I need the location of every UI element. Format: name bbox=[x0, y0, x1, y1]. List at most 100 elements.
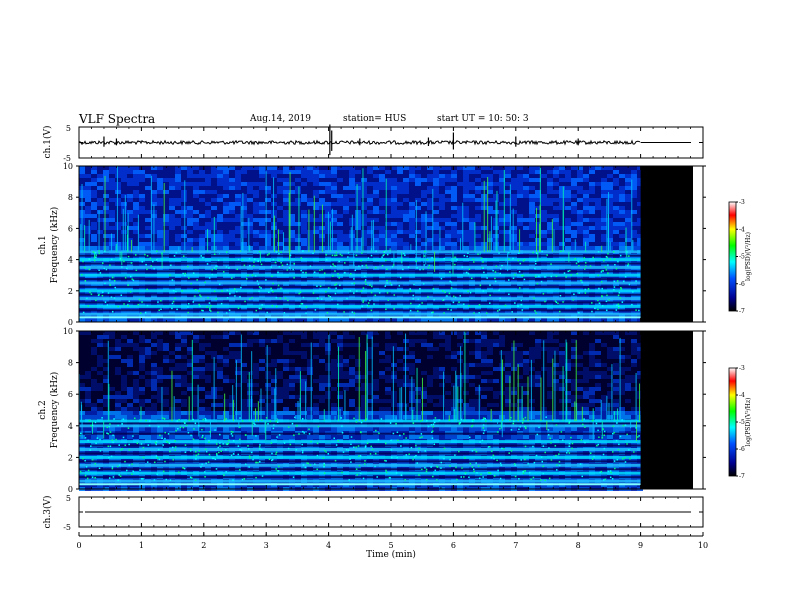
spectrogram-cell bbox=[547, 246, 553, 250]
spectrogram-cell bbox=[493, 194, 499, 198]
spectrogram-cell bbox=[463, 226, 469, 230]
noise-dot bbox=[312, 292, 315, 294]
spectrogram-cell bbox=[517, 214, 523, 218]
spectrogram-cell bbox=[451, 242, 457, 246]
spectrogram-cell bbox=[109, 286, 115, 290]
spectrogram-cell bbox=[319, 343, 325, 347]
spectrogram-cell bbox=[373, 238, 379, 242]
spectrogram-cell bbox=[571, 339, 577, 343]
spectrogram-cell bbox=[133, 206, 139, 210]
noise-dot bbox=[432, 288, 435, 290]
noise-dot bbox=[325, 258, 328, 261]
spectrogram-cell bbox=[433, 174, 439, 178]
spectrogram-cell bbox=[247, 166, 253, 170]
spectrogram-cell bbox=[355, 210, 361, 214]
spectrogram-cell bbox=[307, 186, 313, 190]
noise-dot bbox=[431, 257, 433, 259]
spectrogram-cell bbox=[559, 174, 565, 178]
spectrogram-cell bbox=[247, 234, 253, 238]
noise-dot bbox=[344, 271, 346, 274]
noise-dot bbox=[209, 309, 211, 311]
spectrogram-cell bbox=[367, 246, 373, 250]
noise-dot bbox=[335, 283, 338, 285]
spectrogram-cell bbox=[367, 206, 373, 210]
spectrogram-cell bbox=[259, 286, 265, 290]
spectrogram-cell bbox=[481, 286, 487, 290]
spectrogram-cell bbox=[343, 170, 349, 174]
noise-dot bbox=[417, 305, 420, 308]
spectrogram-cell bbox=[217, 306, 223, 310]
spectrogram-cell bbox=[535, 242, 541, 246]
spectrogram-cell bbox=[379, 222, 385, 226]
noise-dot bbox=[538, 275, 540, 278]
noise-dot bbox=[101, 294, 104, 297]
spectrogram-cell bbox=[571, 246, 577, 250]
noise-dot bbox=[355, 254, 358, 257]
spectrogram-cell bbox=[253, 230, 259, 234]
noise-dot bbox=[120, 294, 123, 297]
spectrogram-cell bbox=[367, 302, 373, 306]
spectrogram-cell bbox=[85, 218, 91, 222]
spectrogram-cell bbox=[577, 339, 583, 343]
spectrogram-cell bbox=[85, 198, 91, 202]
spectrogram-cell bbox=[349, 174, 355, 178]
spectrogram-cell bbox=[637, 339, 643, 343]
noise-dot bbox=[620, 288, 623, 290]
spectrogram-cell bbox=[541, 222, 547, 226]
spectrogram-cell bbox=[529, 170, 535, 174]
noise-dot bbox=[305, 312, 307, 314]
spectrogram-cell bbox=[421, 190, 427, 194]
spectrogram-cell bbox=[319, 202, 325, 206]
noise-dot bbox=[512, 257, 514, 260]
spectrogram-cell bbox=[577, 314, 583, 318]
spectrogram-cell bbox=[505, 226, 511, 230]
spectrogram-cell bbox=[529, 214, 535, 218]
spectrogram-cell bbox=[409, 210, 415, 214]
spectrogram-cell bbox=[553, 166, 559, 170]
spectrogram-cell bbox=[469, 170, 475, 174]
spectrogram-cell bbox=[553, 214, 559, 218]
spectrogram-cell bbox=[409, 222, 415, 226]
spectrogram-cell bbox=[631, 226, 637, 230]
spectrogram-cell bbox=[565, 222, 571, 226]
spectrogram-cell bbox=[625, 310, 631, 314]
spectrogram-cell bbox=[523, 314, 529, 318]
spectrogram-cell bbox=[487, 314, 493, 318]
spectrogram-cell bbox=[379, 190, 385, 194]
spectrogram-cell bbox=[619, 202, 625, 206]
spectrogram-cell bbox=[79, 339, 85, 343]
spectrogram-cell bbox=[367, 306, 373, 310]
spectrogram-cell bbox=[547, 206, 553, 210]
noise-dot bbox=[209, 307, 211, 309]
noise-dot bbox=[508, 293, 510, 296]
spectrogram-cell bbox=[433, 294, 439, 298]
spectrogram-cell bbox=[361, 246, 367, 250]
spectrogram-cell bbox=[103, 198, 109, 202]
spectrogram-cell bbox=[547, 222, 553, 226]
spectrogram-cell bbox=[415, 186, 421, 190]
spectrogram-cell bbox=[403, 206, 409, 210]
spectrogram-cell bbox=[577, 174, 583, 178]
spectrogram-cell bbox=[559, 170, 565, 174]
spectrogram-cell bbox=[517, 190, 523, 194]
spectrogram-cell bbox=[583, 286, 589, 290]
spectrogram-cell bbox=[307, 302, 313, 306]
spectrogram-cell bbox=[463, 230, 469, 234]
noise-dot bbox=[88, 268, 91, 271]
spectrogram-cell bbox=[385, 331, 391, 335]
noise-dot bbox=[617, 303, 620, 306]
spectrogram-cell bbox=[331, 198, 337, 202]
spectrogram-cell bbox=[103, 202, 109, 206]
spectrogram-cell bbox=[361, 166, 367, 170]
spectrogram-cell bbox=[355, 174, 361, 178]
band-gap bbox=[79, 293, 641, 296]
spectrogram-cell bbox=[319, 302, 325, 306]
noise-dot bbox=[415, 260, 417, 263]
noise-dot bbox=[613, 280, 616, 283]
spectrogram-cell bbox=[289, 339, 295, 343]
spectrogram-cell bbox=[277, 202, 283, 206]
spectrogram-cell bbox=[313, 206, 319, 210]
spectrogram-cell bbox=[577, 206, 583, 210]
spectrogram-cell bbox=[427, 246, 433, 250]
spectrogram-cell bbox=[427, 166, 433, 170]
